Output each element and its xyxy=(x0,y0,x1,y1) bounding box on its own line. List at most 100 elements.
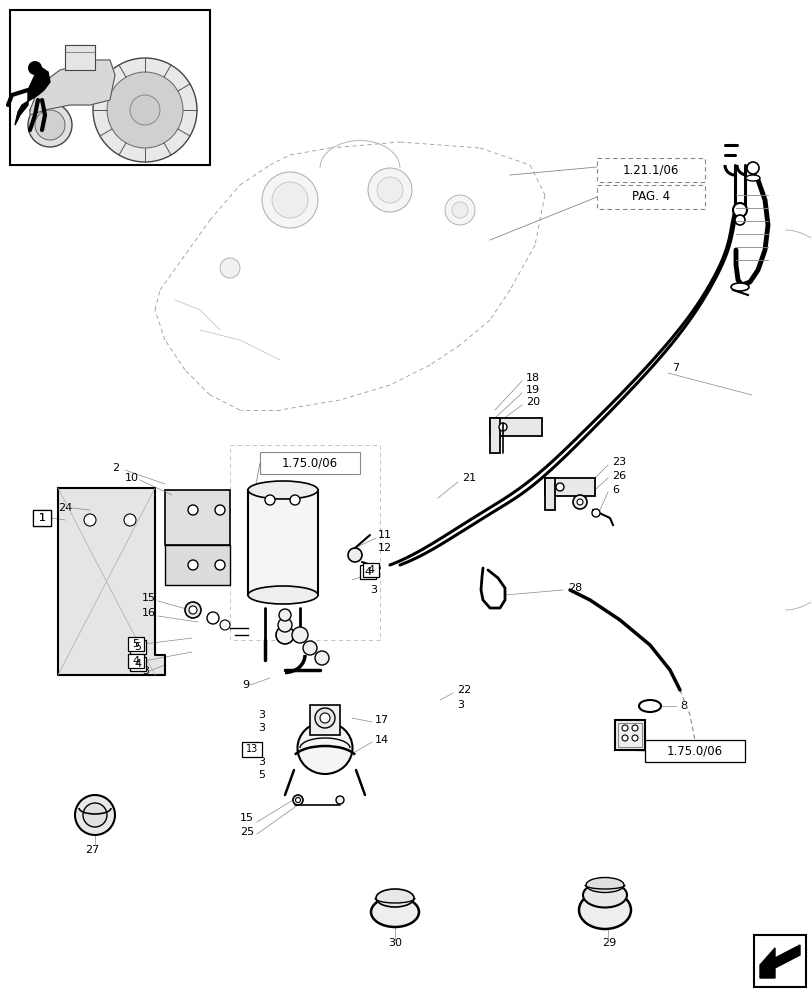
Text: 20: 20 xyxy=(526,397,539,407)
Bar xyxy=(165,545,230,585)
Circle shape xyxy=(220,620,230,630)
Circle shape xyxy=(315,708,335,728)
Text: 5: 5 xyxy=(370,570,376,580)
Ellipse shape xyxy=(297,722,352,774)
Polygon shape xyxy=(15,68,50,125)
Bar xyxy=(128,654,144,668)
Ellipse shape xyxy=(578,891,630,929)
Circle shape xyxy=(295,797,300,802)
Text: 1: 1 xyxy=(38,513,45,523)
Circle shape xyxy=(264,495,275,505)
Bar xyxy=(310,705,340,735)
Bar xyxy=(596,185,704,209)
Circle shape xyxy=(290,495,299,505)
Text: 4: 4 xyxy=(135,659,141,669)
Circle shape xyxy=(107,72,182,148)
Circle shape xyxy=(732,203,746,217)
Text: 14: 14 xyxy=(375,735,388,745)
Circle shape xyxy=(336,796,344,804)
Text: PAG. 4: PAG. 4 xyxy=(631,190,669,204)
Circle shape xyxy=(215,560,225,570)
Text: 5: 5 xyxy=(135,642,141,652)
Circle shape xyxy=(293,795,303,805)
Text: 23: 23 xyxy=(611,457,625,467)
Circle shape xyxy=(188,560,198,570)
Circle shape xyxy=(621,725,627,731)
Bar xyxy=(260,452,359,474)
Circle shape xyxy=(185,602,201,618)
Text: 3: 3 xyxy=(258,710,264,720)
Circle shape xyxy=(28,61,42,75)
Circle shape xyxy=(367,168,411,212)
Polygon shape xyxy=(30,60,115,115)
Text: 4: 4 xyxy=(364,567,371,577)
Text: 22: 22 xyxy=(457,685,470,695)
Text: 3: 3 xyxy=(142,666,148,676)
Bar xyxy=(33,510,51,526)
Ellipse shape xyxy=(582,882,626,907)
Circle shape xyxy=(75,795,115,835)
Bar xyxy=(359,565,375,579)
Circle shape xyxy=(320,713,329,723)
Bar xyxy=(596,158,704,182)
Text: 1.75.0/06: 1.75.0/06 xyxy=(281,456,337,470)
Circle shape xyxy=(631,725,637,731)
Bar xyxy=(242,742,262,757)
Bar xyxy=(544,478,594,496)
Polygon shape xyxy=(58,488,165,675)
Circle shape xyxy=(452,202,467,218)
Circle shape xyxy=(303,641,316,655)
Ellipse shape xyxy=(638,700,660,712)
Bar xyxy=(489,418,500,453)
Text: 28: 28 xyxy=(568,583,581,593)
Bar xyxy=(130,640,146,654)
Text: 5: 5 xyxy=(258,770,264,780)
Text: 1: 1 xyxy=(38,513,45,523)
Bar xyxy=(489,418,541,436)
Text: 3: 3 xyxy=(370,585,376,595)
Circle shape xyxy=(556,483,564,491)
Text: 3: 3 xyxy=(258,757,264,767)
Text: 5: 5 xyxy=(132,639,139,649)
Circle shape xyxy=(215,505,225,515)
Bar xyxy=(617,723,642,747)
Ellipse shape xyxy=(247,586,318,604)
Text: 6: 6 xyxy=(611,485,618,495)
Circle shape xyxy=(130,95,160,125)
Ellipse shape xyxy=(371,897,418,927)
Circle shape xyxy=(28,103,72,147)
Circle shape xyxy=(84,514,96,526)
Circle shape xyxy=(444,195,474,225)
Text: 18: 18 xyxy=(526,373,539,383)
Circle shape xyxy=(35,110,65,140)
Text: 12: 12 xyxy=(378,543,392,553)
Circle shape xyxy=(376,177,402,203)
Text: 24: 24 xyxy=(58,503,72,513)
Bar xyxy=(753,935,805,987)
Text: 1.21.1/06: 1.21.1/06 xyxy=(622,164,678,177)
Text: 13: 13 xyxy=(246,744,258,754)
Circle shape xyxy=(207,612,219,624)
Text: 25: 25 xyxy=(240,827,254,837)
Text: 2: 2 xyxy=(112,463,119,473)
Circle shape xyxy=(188,505,198,515)
Circle shape xyxy=(591,509,599,517)
Text: 8: 8 xyxy=(679,701,686,711)
Polygon shape xyxy=(65,45,95,70)
Text: 27: 27 xyxy=(85,845,99,855)
Text: 30: 30 xyxy=(388,938,401,948)
Circle shape xyxy=(93,58,197,162)
Text: 3: 3 xyxy=(258,723,264,733)
Ellipse shape xyxy=(586,877,623,892)
Circle shape xyxy=(348,548,362,562)
Circle shape xyxy=(262,172,318,228)
Circle shape xyxy=(277,618,292,632)
Circle shape xyxy=(276,626,294,644)
Bar xyxy=(544,478,554,510)
Bar xyxy=(165,490,230,545)
Ellipse shape xyxy=(247,481,318,499)
Bar xyxy=(33,510,51,526)
Text: 4: 4 xyxy=(367,565,374,575)
Bar xyxy=(644,740,744,762)
Circle shape xyxy=(746,162,758,174)
